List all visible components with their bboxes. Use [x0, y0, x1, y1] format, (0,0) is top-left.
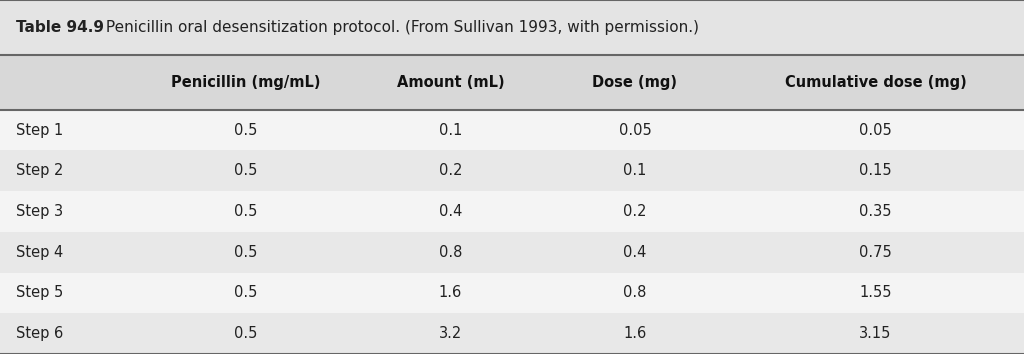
Text: 1.6: 1.6 [439, 285, 462, 301]
Text: Table 94.9: Table 94.9 [16, 20, 104, 35]
Text: Step 3: Step 3 [16, 204, 63, 219]
Text: 3.15: 3.15 [859, 326, 892, 341]
Text: 0.8: 0.8 [439, 245, 462, 260]
Text: 0.05: 0.05 [618, 122, 651, 138]
Text: 0.1: 0.1 [624, 163, 646, 178]
Bar [0, 55, 1024, 110]
Text: 3.2: 3.2 [439, 326, 462, 341]
Text: Step 4: Step 4 [16, 245, 63, 260]
Text: Step 6: Step 6 [16, 326, 63, 341]
Bar [0, 0, 1024, 55]
Text: 0.5: 0.5 [234, 204, 257, 219]
Text: Penicillin oral desensitization protocol. (From Sullivan 1993, with permission.): Penicillin oral desensitization protocol… [101, 20, 699, 35]
Text: 1.55: 1.55 [859, 285, 892, 301]
Bar [0, 150, 1024, 191]
Bar [0, 273, 1024, 313]
Text: 0.4: 0.4 [624, 245, 646, 260]
Text: 0.4: 0.4 [439, 204, 462, 219]
Text: 0.5: 0.5 [234, 326, 257, 341]
Text: Amount (mL): Amount (mL) [396, 75, 505, 90]
Text: Step 1: Step 1 [16, 122, 63, 138]
Text: Penicillin (mg/mL): Penicillin (mg/mL) [171, 75, 321, 90]
Text: 1.6: 1.6 [624, 326, 646, 341]
Text: 0.5: 0.5 [234, 245, 257, 260]
Text: 0.2: 0.2 [624, 204, 646, 219]
Text: 0.05: 0.05 [859, 122, 892, 138]
Bar [0, 313, 1024, 354]
Bar [0, 191, 1024, 232]
Text: 0.5: 0.5 [234, 285, 257, 301]
Text: 0.35: 0.35 [859, 204, 892, 219]
Text: Step 5: Step 5 [16, 285, 63, 301]
Bar [0, 110, 1024, 150]
Text: 0.1: 0.1 [439, 122, 462, 138]
Text: 0.5: 0.5 [234, 163, 257, 178]
Text: Cumulative dose (mg): Cumulative dose (mg) [784, 75, 967, 90]
Text: 0.8: 0.8 [624, 285, 646, 301]
Text: 0.15: 0.15 [859, 163, 892, 178]
Bar [0, 232, 1024, 273]
Text: 0.5: 0.5 [234, 122, 257, 138]
Text: 0.75: 0.75 [859, 245, 892, 260]
Text: 0.2: 0.2 [439, 163, 462, 178]
Text: Step 2: Step 2 [16, 163, 63, 178]
Text: Dose (mg): Dose (mg) [592, 75, 678, 90]
